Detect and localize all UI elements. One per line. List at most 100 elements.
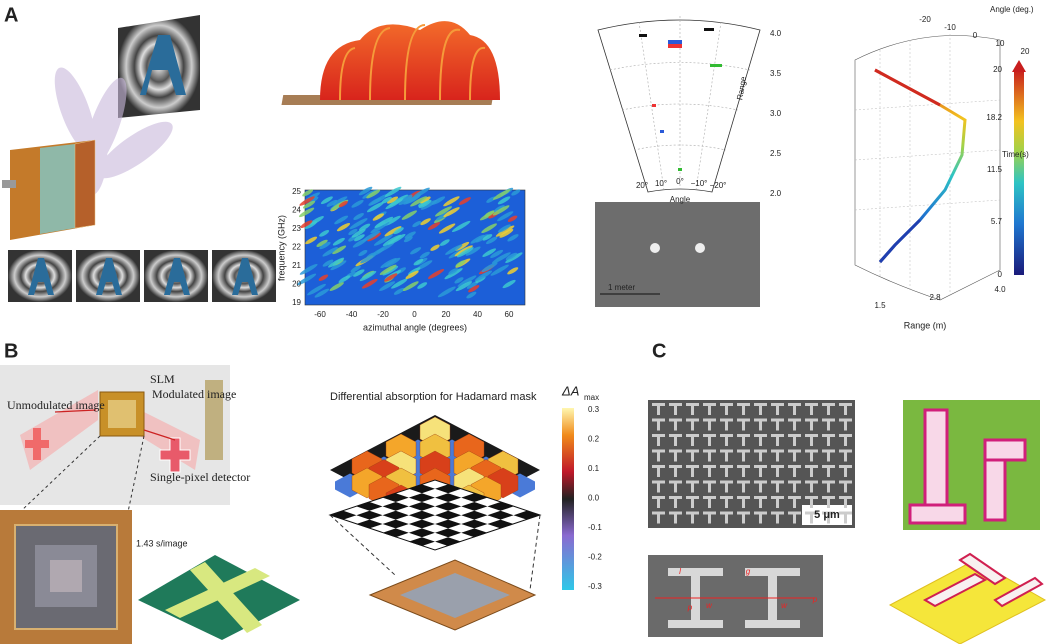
- heatmap-texture: [351, 228, 366, 238]
- sem-resonator: [776, 403, 779, 415]
- heatmap-texture: [486, 196, 496, 203]
- sem-resonator: [725, 511, 728, 524]
- checker-square: [461, 510, 488, 520]
- tick-label: 4.0: [770, 29, 782, 38]
- checker-square: [435, 528, 462, 538]
- heatmap-texture: [507, 267, 519, 275]
- heatmap-texture: [351, 199, 364, 208]
- sem-resonator: [844, 480, 847, 493]
- sem-resonator: [827, 403, 830, 415]
- checker-square: [382, 510, 409, 520]
- sem-resonator: [725, 480, 728, 493]
- heatmap-texture: [430, 244, 440, 251]
- heatmap-texture: [502, 279, 516, 289]
- photo: [595, 202, 760, 307]
- heatmap-texture: [379, 264, 397, 275]
- tick-label: −20°: [710, 181, 727, 190]
- heatmap-texture: [381, 196, 392, 204]
- chip-photo: [0, 510, 132, 644]
- heatmap-texture: [405, 194, 421, 204]
- checker-square: [356, 510, 383, 520]
- tick-label: 40: [473, 310, 482, 319]
- sem-resonator: [708, 496, 711, 508]
- sem-resonator: [844, 418, 847, 431]
- heatmap-texture: [439, 239, 450, 246]
- sem-resonator: [674, 403, 677, 415]
- holography-illustration: [2, 15, 200, 240]
- sem-resonator: [793, 511, 796, 524]
- heatmap-texture: [435, 206, 453, 217]
- heatmap-texture: [319, 241, 331, 250]
- checker-square: [382, 519, 409, 529]
- heatmap-texture: [358, 186, 373, 196]
- tick-label: 18.2: [986, 113, 1002, 122]
- heatmap-texture: [358, 223, 371, 231]
- checker-square: [435, 519, 462, 529]
- sem-resonator: [776, 496, 779, 508]
- sem-resonator: [759, 480, 762, 493]
- checkerboard: [328, 408, 574, 631]
- sem-resonator: [742, 511, 745, 524]
- tick-label: 10°: [655, 179, 667, 188]
- sem-resonator: [827, 496, 830, 508]
- axis-label: Angle: [670, 195, 691, 204]
- sem-resonator: [810, 434, 813, 446]
- sem-resonator: [657, 496, 660, 508]
- sem-resonator: [759, 449, 762, 462]
- heatmap-texture: [468, 285, 480, 293]
- checker-square: [461, 502, 488, 511]
- heatmap-texture: [412, 220, 422, 228]
- sem-resonator: [844, 449, 847, 462]
- heatmap-texture: [420, 196, 431, 204]
- sem-resonator: [691, 403, 694, 415]
- sem-resonator: [810, 511, 813, 524]
- tick-label: 60: [505, 310, 514, 319]
- sem-resonator: [776, 480, 779, 493]
- sem-resonator: [776, 449, 779, 462]
- tick-label: -40: [346, 310, 358, 319]
- sem-resonator: [810, 403, 813, 415]
- diagram-label: SLM: [150, 372, 175, 386]
- sem-resonator: [810, 496, 813, 508]
- heatmap-texture: [431, 196, 446, 205]
- diagram-label: Single-pixel detector: [150, 470, 250, 484]
- heatmap-texture: [444, 268, 463, 280]
- ir-image: [903, 400, 1040, 530]
- sem-resonator: [759, 465, 762, 477]
- heatmap-texture: [350, 265, 361, 273]
- heatmap-texture: [443, 196, 460, 207]
- heatmap-texture: [366, 202, 384, 213]
- axis-label: Range: [735, 75, 748, 100]
- heatmap-texture: [402, 281, 419, 292]
- axis-label: azimuthal angle (degrees): [363, 322, 467, 332]
- checker-square: [435, 484, 462, 494]
- heatmap-texture: [384, 226, 402, 237]
- tick-label: -20: [377, 310, 389, 319]
- sem-resonator: [810, 465, 813, 477]
- heatmap-texture: [298, 207, 315, 218]
- sem-resonator: [793, 418, 796, 431]
- checker-square: [356, 519, 383, 529]
- sem-resonator: [827, 465, 830, 477]
- tick-label: w: [781, 601, 788, 610]
- sem-resonator: [725, 434, 728, 446]
- sem-resonator: [759, 434, 762, 446]
- heatmap-texture: [359, 270, 377, 282]
- sem-resonator: [708, 449, 711, 462]
- heatmap-texture: [419, 251, 430, 259]
- heatmap-texture: [427, 269, 445, 279]
- heatmap-texture: [455, 281, 473, 292]
- sem-resonator: [793, 434, 796, 446]
- axis-label: Range (m): [904, 320, 947, 330]
- heatmap-texture: [474, 270, 493, 282]
- sem-resonator: [759, 496, 762, 508]
- heatmap-texture: [366, 189, 381, 199]
- heatmap-texture: [361, 278, 378, 289]
- heatmap-texture: [420, 218, 431, 226]
- heatmap-texture: [465, 246, 481, 256]
- heatmap-texture: [332, 196, 348, 206]
- sem-resonator: [657, 403, 660, 415]
- checker-square: [356, 502, 383, 511]
- tick-label: 0°: [676, 177, 684, 186]
- sem-resonator: [742, 403, 745, 415]
